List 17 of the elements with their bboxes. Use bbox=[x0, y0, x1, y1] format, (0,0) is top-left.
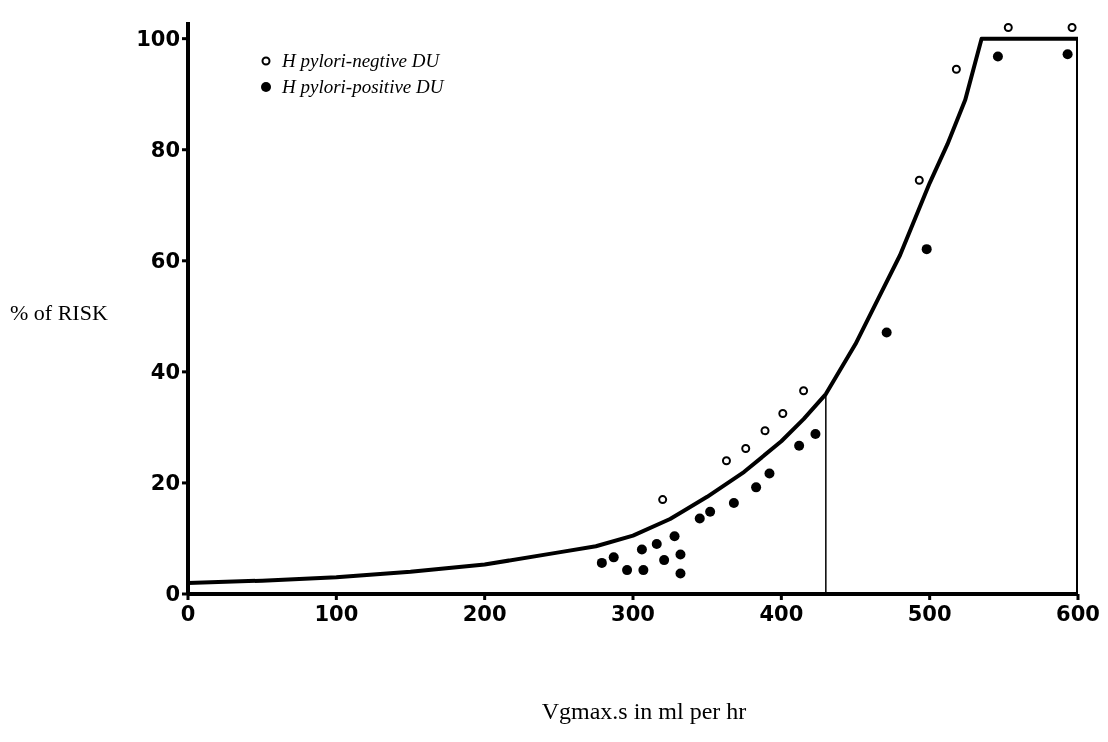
x-tick-label: 200 bbox=[462, 601, 507, 626]
y-tick-label: 60 bbox=[150, 249, 180, 274]
y-axis-title: % of RISK bbox=[10, 300, 108, 326]
x-tick-label: 600 bbox=[1056, 601, 1100, 626]
x-tick-label: 500 bbox=[907, 601, 952, 626]
legend-label: H pylori-negtive DU bbox=[282, 50, 440, 72]
x-tick-label: 300 bbox=[611, 601, 655, 626]
x-axis-title: Vgmax.s in ml per hr bbox=[540, 698, 748, 725]
legend-label: H pylori-positive DU bbox=[282, 76, 444, 98]
x-tick-label: 100 bbox=[314, 601, 359, 626]
x-tick-label: 400 bbox=[759, 601, 804, 626]
y-tick-label: 80 bbox=[150, 138, 180, 163]
y-tick-label: 100 bbox=[136, 27, 180, 52]
y-tick-label: 0 bbox=[165, 582, 180, 607]
x-tick-label: 0 bbox=[180, 601, 196, 626]
y-tick-label: 20 bbox=[150, 471, 180, 496]
y-tick-label: 40 bbox=[150, 360, 180, 385]
